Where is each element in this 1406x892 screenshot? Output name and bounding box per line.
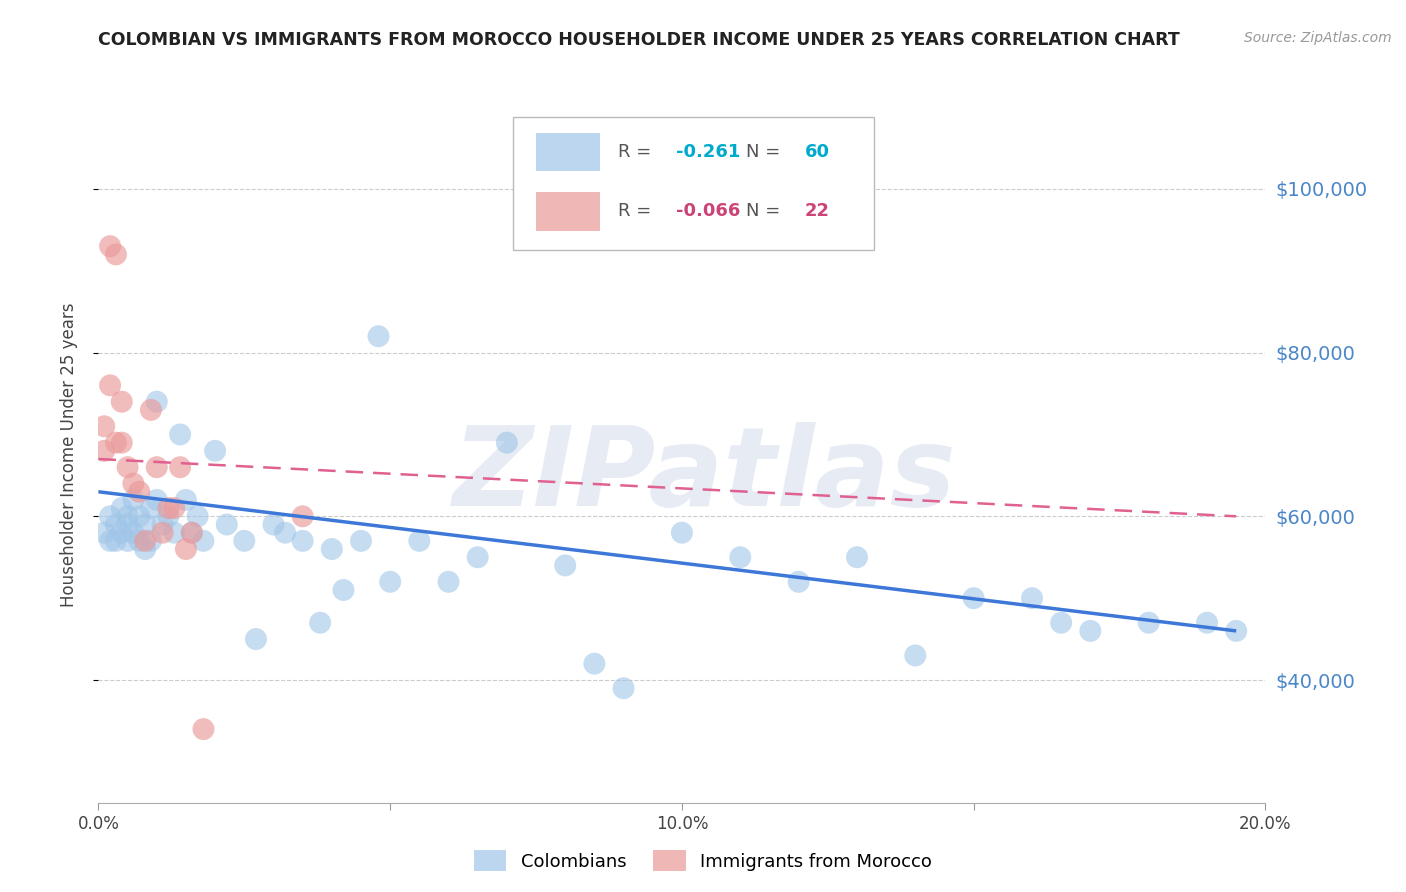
Point xyxy=(134,517,156,532)
Point xyxy=(215,517,238,532)
Point xyxy=(378,574,402,589)
FancyBboxPatch shape xyxy=(513,118,875,250)
Point xyxy=(367,329,389,343)
Point xyxy=(437,574,460,589)
Point xyxy=(98,533,121,548)
Point xyxy=(180,525,202,540)
Point xyxy=(98,509,121,524)
Point xyxy=(98,239,121,253)
Point xyxy=(157,509,180,524)
Point xyxy=(134,533,156,548)
Point xyxy=(1137,615,1160,630)
Point xyxy=(291,509,314,524)
Text: COLOMBIAN VS IMMIGRANTS FROM MOROCCO HOUSEHOLDER INCOME UNDER 25 YEARS CORRELATI: COLOMBIAN VS IMMIGRANTS FROM MOROCCO HOU… xyxy=(98,31,1180,49)
Point xyxy=(122,476,145,491)
FancyBboxPatch shape xyxy=(536,133,600,171)
Point xyxy=(146,460,169,475)
Point xyxy=(146,492,169,507)
Point xyxy=(104,517,127,532)
Point xyxy=(128,509,150,524)
Point xyxy=(187,509,209,524)
Point xyxy=(152,517,174,532)
Point xyxy=(583,657,606,671)
Point xyxy=(332,582,354,597)
Point xyxy=(204,443,226,458)
Text: Source: ZipAtlas.com: Source: ZipAtlas.com xyxy=(1244,31,1392,45)
Point xyxy=(139,501,162,516)
Point xyxy=(128,533,150,548)
Point xyxy=(104,533,127,548)
Point xyxy=(262,517,284,532)
Text: N =: N = xyxy=(747,144,786,161)
Point xyxy=(291,533,314,548)
Point xyxy=(169,460,191,475)
Point xyxy=(163,525,186,540)
Point xyxy=(111,394,134,409)
Point xyxy=(128,484,150,499)
Point xyxy=(111,525,134,540)
Point xyxy=(157,501,180,516)
Point xyxy=(1195,615,1218,630)
Point xyxy=(139,533,162,548)
Point xyxy=(233,533,256,548)
Point xyxy=(193,722,215,736)
Point xyxy=(728,550,751,565)
Point xyxy=(104,247,127,261)
Point xyxy=(152,525,174,540)
Point xyxy=(174,542,197,557)
Text: N =: N = xyxy=(747,202,786,220)
Text: R =: R = xyxy=(617,144,657,161)
Point xyxy=(98,378,121,392)
Point xyxy=(1021,591,1043,606)
Point xyxy=(612,681,634,696)
Point xyxy=(321,542,343,557)
Point xyxy=(134,542,156,557)
Point xyxy=(554,558,576,573)
Point xyxy=(174,492,197,507)
Text: 22: 22 xyxy=(804,202,830,220)
Point xyxy=(93,525,115,540)
Point xyxy=(1080,624,1102,638)
Point xyxy=(122,525,145,540)
Point xyxy=(104,435,127,450)
Point xyxy=(408,533,430,548)
Text: R =: R = xyxy=(617,202,657,220)
Point xyxy=(180,525,202,540)
Point xyxy=(1225,624,1247,638)
Text: -0.261: -0.261 xyxy=(676,144,741,161)
Point xyxy=(139,403,162,417)
Point xyxy=(245,632,267,646)
Point xyxy=(671,525,693,540)
Point xyxy=(309,615,332,630)
Point xyxy=(350,533,373,548)
Point xyxy=(117,509,139,524)
Point xyxy=(163,501,186,516)
Text: 60: 60 xyxy=(804,144,830,161)
Y-axis label: Householder Income Under 25 years: Householder Income Under 25 years xyxy=(59,302,77,607)
Point xyxy=(93,419,115,434)
Point xyxy=(193,533,215,548)
Point xyxy=(117,460,139,475)
Text: -0.066: -0.066 xyxy=(676,202,741,220)
Point xyxy=(169,427,191,442)
Point xyxy=(962,591,984,606)
Legend: Colombians, Immigrants from Morocco: Colombians, Immigrants from Morocco xyxy=(467,843,939,879)
Text: ZIPatlas: ZIPatlas xyxy=(453,422,957,529)
Point xyxy=(93,443,115,458)
Point xyxy=(146,394,169,409)
Point xyxy=(845,550,868,565)
Point xyxy=(787,574,810,589)
Point xyxy=(904,648,927,663)
Point xyxy=(122,492,145,507)
Point xyxy=(111,501,134,516)
Point xyxy=(495,435,517,450)
Point xyxy=(467,550,489,565)
Point xyxy=(111,435,134,450)
Point xyxy=(274,525,297,540)
FancyBboxPatch shape xyxy=(536,193,600,230)
Point xyxy=(117,533,139,548)
Point xyxy=(117,517,139,532)
Point xyxy=(1050,615,1073,630)
